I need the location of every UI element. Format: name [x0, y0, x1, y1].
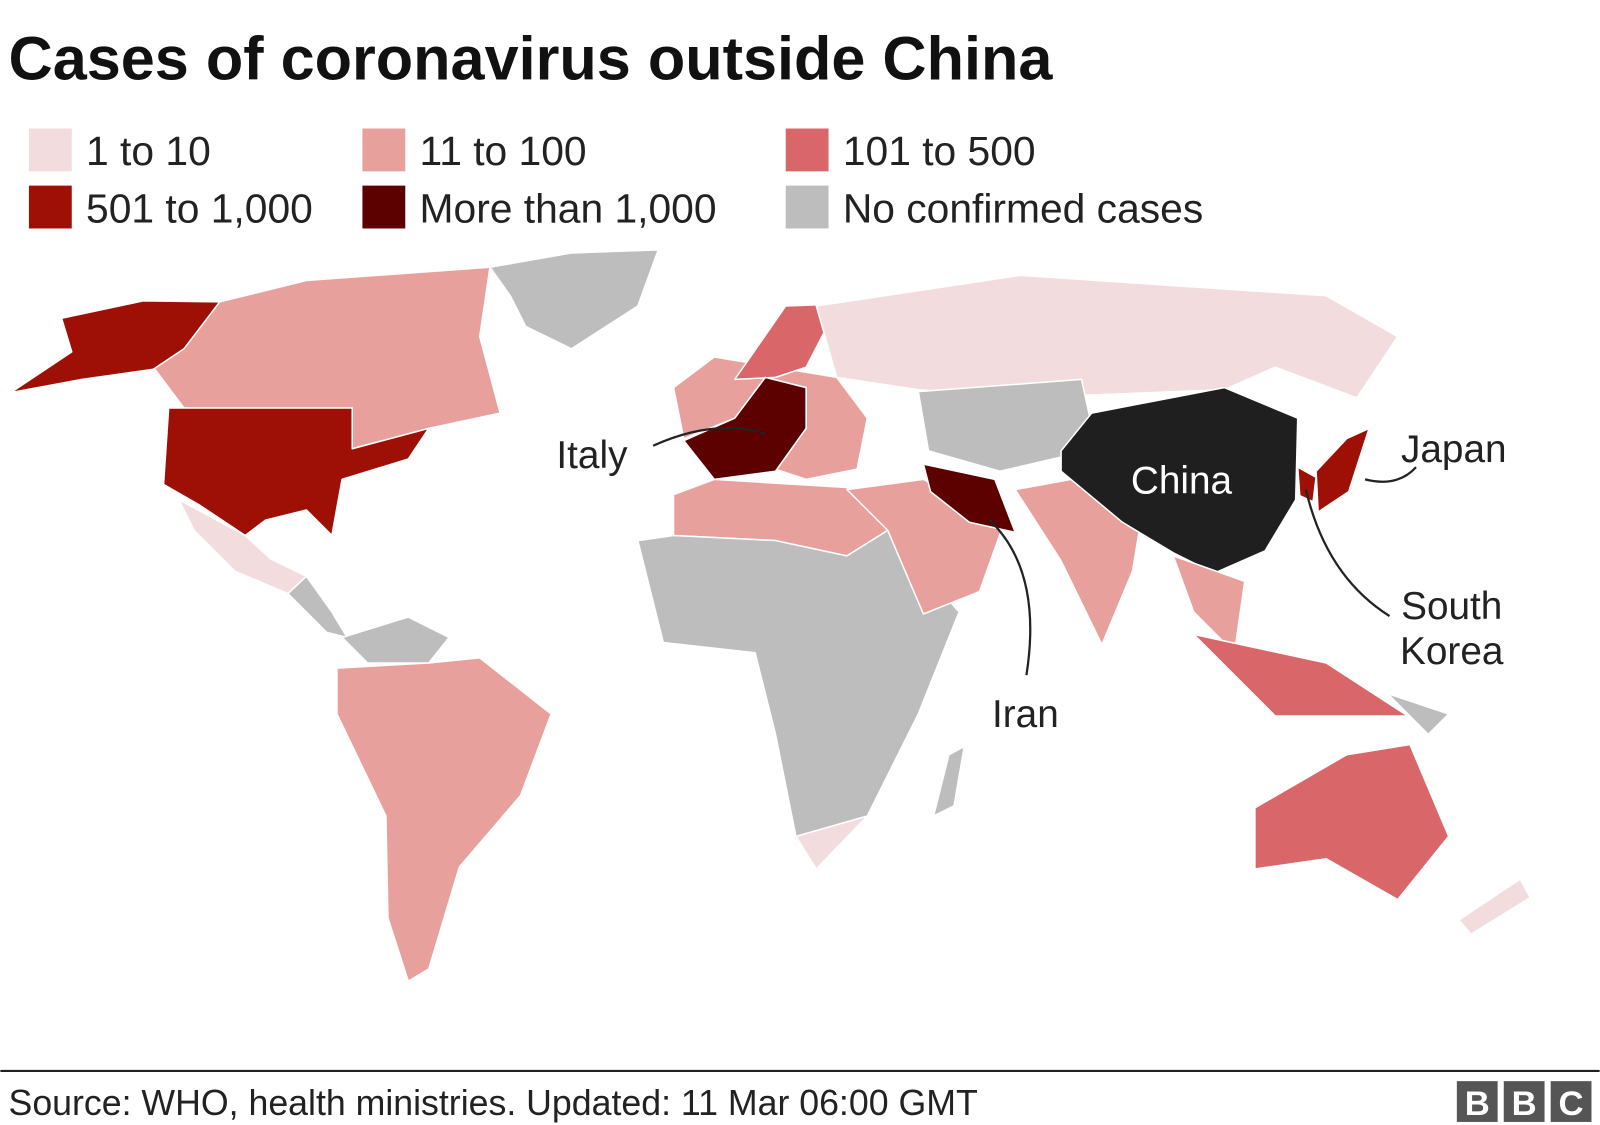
source: Source: WHO, health ministries. Updated:… — [9, 1083, 978, 1123]
australia — [1254, 743, 1450, 901]
indonesia — [1192, 633, 1409, 717]
japan — [1315, 427, 1370, 513]
korea — [1296, 466, 1317, 503]
central-america — [287, 575, 348, 639]
usa — [162, 407, 430, 537]
south-africa — [795, 815, 869, 870]
legend-swatch — [785, 185, 829, 229]
map-label: China — [1131, 460, 1233, 503]
legend-swatch — [28, 128, 72, 172]
map-label: South — [1401, 585, 1502, 628]
south-america-north — [341, 616, 450, 664]
logo-letter: B — [1512, 1085, 1537, 1123]
map-label: Iran — [992, 693, 1059, 736]
madagascar — [932, 745, 965, 817]
leader-line — [652, 426, 766, 447]
legend: 1 to 10 11 to 100 101 to 500 501 to 1,000 Mo… — [28, 128, 1203, 231]
legend-label: 501 to 1,000 — [86, 185, 313, 231]
logo-box — [1503, 1081, 1545, 1122]
africa — [637, 529, 960, 868]
logo-box — [1550, 1081, 1592, 1122]
map-label: Italy — [556, 434, 628, 477]
greenland — [489, 249, 659, 350]
leader-line — [988, 519, 1032, 676]
legend-swatch — [785, 128, 829, 172]
title: Cases of coronavirus outside China — [9, 25, 1054, 93]
legend-label: More than 1,000 — [420, 185, 717, 231]
legend-swatch — [362, 185, 406, 229]
legend-label: 11 to 100 — [420, 128, 587, 174]
logo-box — [1456, 1081, 1498, 1122]
south-america — [336, 657, 552, 982]
map-label: Japan — [1401, 428, 1507, 471]
map-label: Korea — [1400, 630, 1504, 673]
new-zealand — [1458, 878, 1532, 936]
legend-label: 101 to 500 — [843, 128, 1036, 174]
logo-letter: C — [1559, 1085, 1584, 1123]
china — [1060, 386, 1299, 574]
legend-swatch — [362, 128, 406, 172]
logo-letter: B — [1465, 1085, 1490, 1123]
papua — [1386, 692, 1450, 736]
leader-line — [1304, 489, 1391, 617]
legend-label: No confirmed cases — [843, 185, 1203, 231]
alaska — [9, 300, 221, 394]
central-asia — [917, 378, 1098, 472]
iran — [922, 463, 1016, 534]
legend-label: 1 to 10 — [86, 128, 211, 174]
russia — [815, 274, 1399, 399]
legend-swatch — [28, 185, 72, 229]
leader-line — [1364, 466, 1417, 483]
world-map — [9, 249, 1532, 982]
